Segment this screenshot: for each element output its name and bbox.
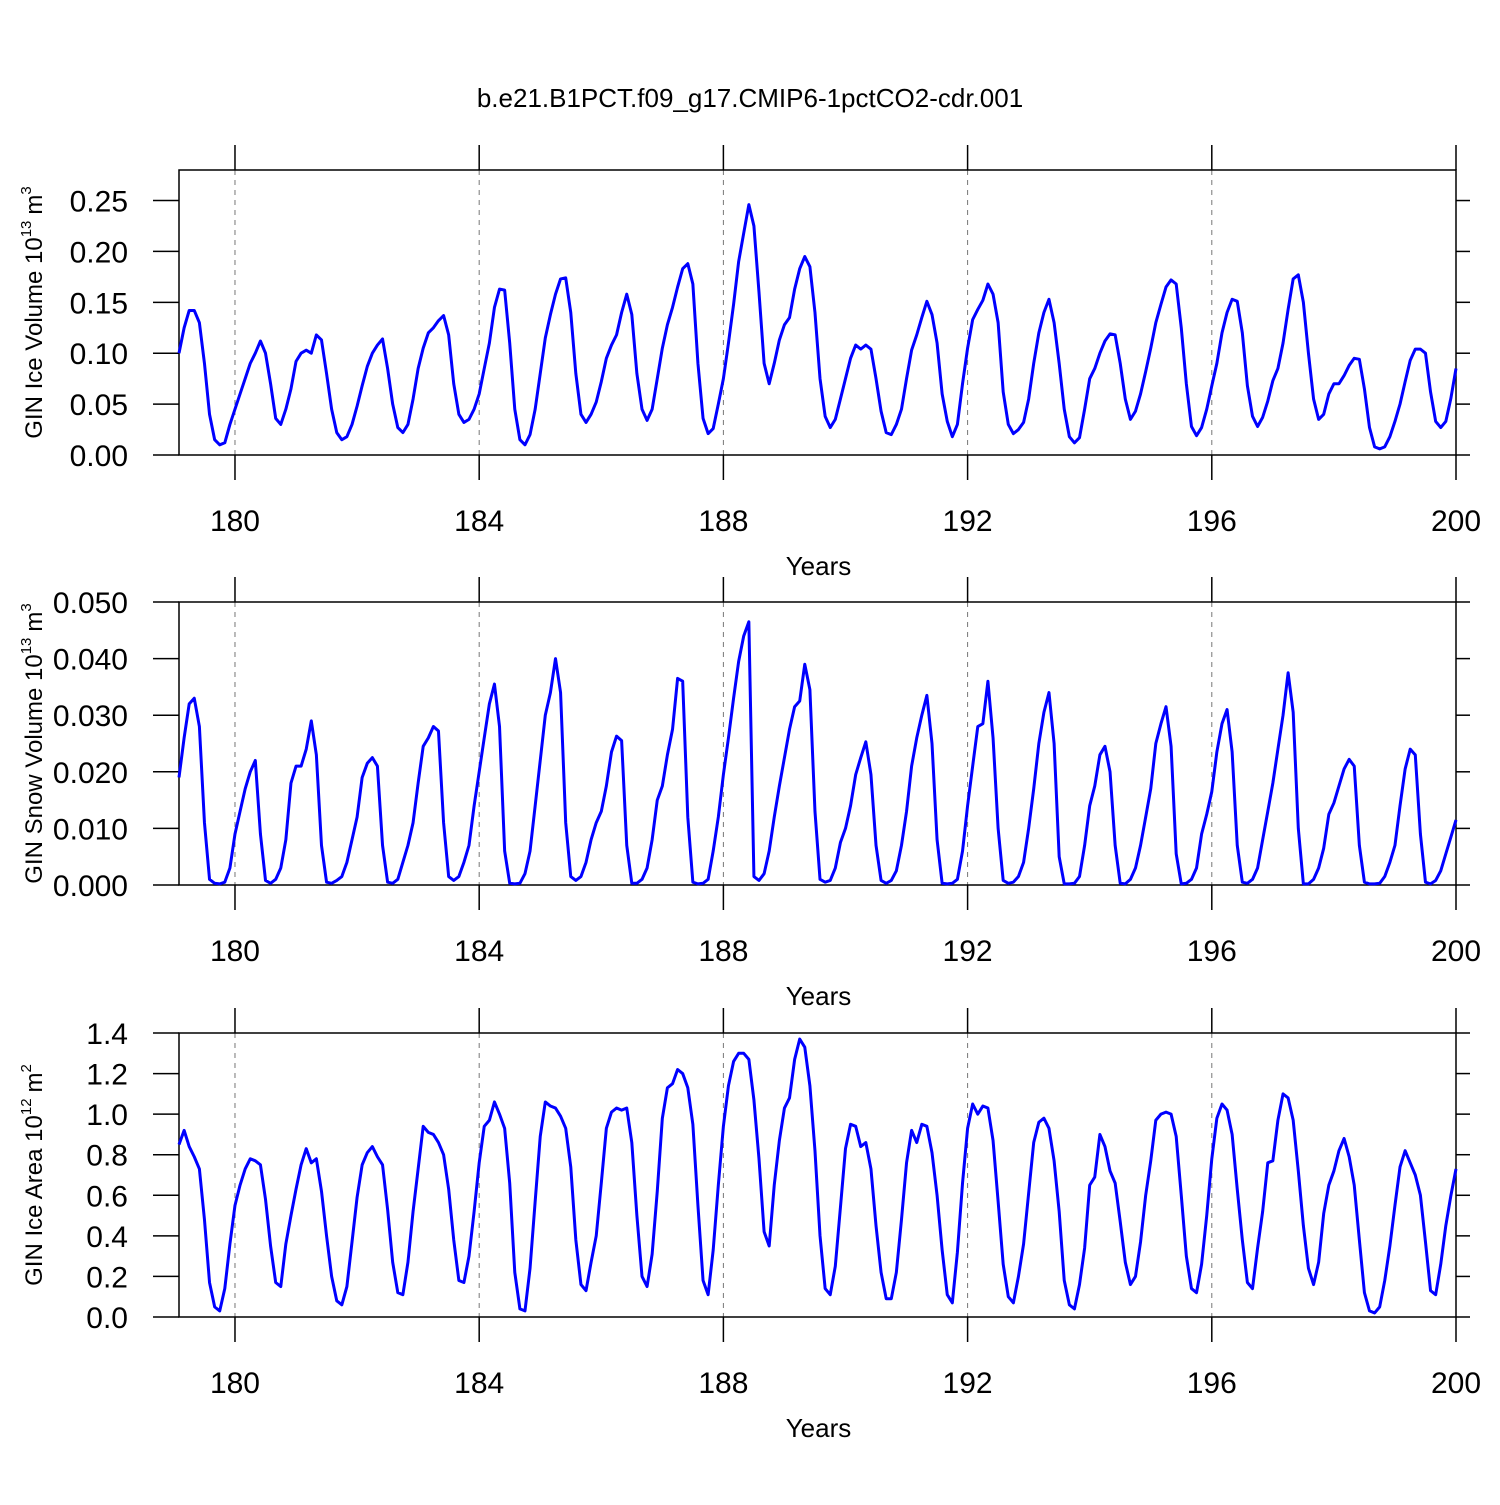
y-tick-label: 0.010	[53, 813, 128, 846]
y-axis-label-part: GIN Ice Volume 10	[21, 237, 48, 438]
data-line	[177, 203, 1458, 451]
x-axis-label: Years	[786, 551, 852, 581]
y-tick-label: 0.05	[70, 389, 128, 422]
x-axis-label: Years	[786, 981, 852, 1011]
y-tick-label: 0.10	[70, 338, 128, 371]
x-tick-label: 192	[943, 935, 993, 968]
y-axis-label: GIN Ice Volume 1013 m3	[18, 186, 48, 438]
x-tick-label: 196	[1187, 505, 1237, 538]
data-line	[177, 1037, 1458, 1315]
y-tick-label: 0.030	[53, 700, 128, 733]
y-axis-label: GIN Ice Area 1012 m2	[18, 1064, 48, 1286]
x-tick-label: 184	[454, 1367, 504, 1400]
y-axis-label-superscript: 2	[18, 1064, 35, 1072]
x-tick-label: 184	[454, 935, 504, 968]
x-tick-label: 196	[1187, 935, 1237, 968]
y-axis-label-superscript: 13	[18, 638, 35, 655]
y-axis-label-superscript: 3	[18, 603, 35, 611]
y-axis-label: GIN Snow Volume 1013 m3	[18, 603, 48, 883]
x-tick-label: 200	[1431, 1367, 1481, 1400]
x-tick-label: 180	[210, 1367, 260, 1400]
x-axis-label: Years	[786, 1413, 852, 1443]
y-tick-label: 0.15	[70, 287, 128, 320]
y-tick-label: 0.25	[70, 186, 128, 219]
y-tick-label: 0.00	[70, 440, 128, 473]
y-tick-label: 0.8	[86, 1140, 128, 1173]
y-axis-label-part: GIN Ice Area 10	[21, 1115, 48, 1286]
y-axis-label-part: GIN Snow Volume 10	[21, 654, 48, 883]
data-line	[177, 620, 1458, 886]
y-tick-label: 0.20	[70, 236, 128, 269]
y-axis-label-superscript: 12	[18, 1098, 35, 1115]
y-axis-label-part: m	[21, 1072, 48, 1092]
x-tick-label: 200	[1431, 505, 1481, 538]
plot-frame	[178, 601, 1457, 886]
x-tick-label: 180	[210, 505, 260, 538]
x-tick-label: 192	[943, 505, 993, 538]
y-axis-label-superscript: 13	[18, 221, 35, 238]
y-tick-label: 0.4	[86, 1221, 128, 1254]
y-axis-label-part: m	[21, 195, 48, 215]
y-tick-label: 0.000	[53, 870, 128, 903]
x-tick-label: 184	[454, 505, 504, 538]
x-tick-label: 200	[1431, 935, 1481, 968]
y-axis-label-superscript: 3	[18, 186, 35, 194]
x-tick-label: 188	[698, 505, 748, 538]
y-tick-label: 1.0	[86, 1099, 128, 1132]
y-tick-label: 0.0	[86, 1302, 128, 1335]
y-tick-label: 0.040	[53, 644, 128, 677]
x-tick-label: 196	[1187, 1367, 1237, 1400]
y-tick-label: 1.2	[86, 1059, 128, 1092]
y-tick-label: 0.020	[53, 757, 128, 790]
y-tick-label: 0.6	[86, 1180, 128, 1213]
plot-frame	[178, 169, 1457, 456]
figure-title: b.e21.B1PCT.f09_g17.CMIP6-1pctCO2-cdr.00…	[477, 83, 1023, 113]
y-tick-label: 0.050	[53, 587, 128, 620]
x-tick-label: 180	[210, 935, 260, 968]
x-tick-label: 192	[943, 1367, 993, 1400]
y-axis-label-part: m	[21, 612, 48, 632]
x-tick-label: 188	[698, 1367, 748, 1400]
y-tick-label: 0.2	[86, 1261, 128, 1294]
x-tick-label: 188	[698, 935, 748, 968]
y-tick-label: 1.4	[86, 1018, 128, 1051]
